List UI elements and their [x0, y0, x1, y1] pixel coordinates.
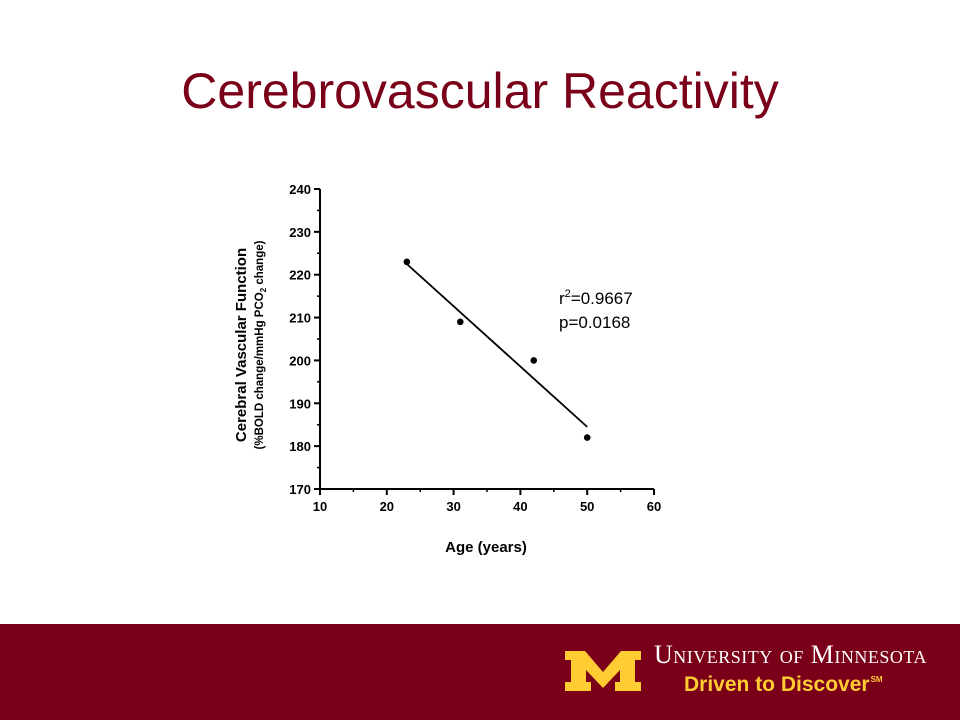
data-point [530, 357, 538, 364]
r-value: =0.9667 [571, 289, 633, 308]
r-prefix: r [559, 289, 565, 308]
data-points [403, 258, 591, 441]
y-tick-label: 210 [289, 311, 311, 326]
y-sublabel-part1: (%BOLD change/mmHg PCO [254, 292, 266, 449]
y-tick-label: 200 [289, 353, 311, 368]
y-tick-label: 230 [289, 225, 311, 240]
chart-axes [319, 189, 654, 490]
y-tick-label: 220 [289, 268, 311, 283]
footer-bar [0, 624, 960, 720]
y-tick-label: 190 [289, 396, 311, 411]
university-m-logo [565, 651, 641, 691]
y-sublabel-part3: change) [254, 240, 266, 287]
tagline-text: Driven to Discover [684, 673, 870, 696]
data-point [583, 434, 591, 441]
tagline: Driven to DiscoverSM [684, 673, 883, 697]
r-exponent: 2 [565, 288, 571, 300]
y-axis-label: Cerebral Vascular Function [233, 248, 250, 442]
service-mark: SM [870, 675, 883, 684]
y-tick-label: 180 [289, 439, 311, 454]
y-tick-label: 170 [289, 482, 311, 497]
regression-line [406, 263, 588, 428]
chart-ticks: 170 180 190 200 210 220 230 240 10 20 30 40 50 60 [289, 182, 661, 514]
slide-title: Cerebrovascular Reactivity [181, 63, 779, 119]
r-squared-annotation: r2=0.9667 [559, 288, 633, 308]
x-tick-label: 50 [580, 499, 594, 514]
x-tick-label: 40 [513, 499, 527, 514]
y-tick-label: 240 [289, 182, 311, 197]
data-point [403, 258, 411, 266]
x-tick-label: 20 [380, 499, 394, 514]
university-name: University of Minnesota [654, 640, 927, 669]
y-axis-sublabel: (%BOLD change/mmHg PCO2 change) [254, 240, 268, 449]
x-tick-label: 60 [647, 499, 661, 514]
y-sublabel-subscript: 2 [259, 287, 268, 292]
x-axis-label: Age (years) [445, 539, 527, 556]
x-tick-label: 30 [446, 499, 460, 514]
x-tick-label: 10 [313, 499, 327, 514]
fit-line-group [406, 263, 588, 428]
data-point [456, 318, 464, 326]
p-value-annotation: p=0.0168 [559, 313, 630, 332]
scatter-chart: 170 180 190 200 210 220 230 240 10 20 30 40 50 60 Age… [233, 182, 661, 556]
